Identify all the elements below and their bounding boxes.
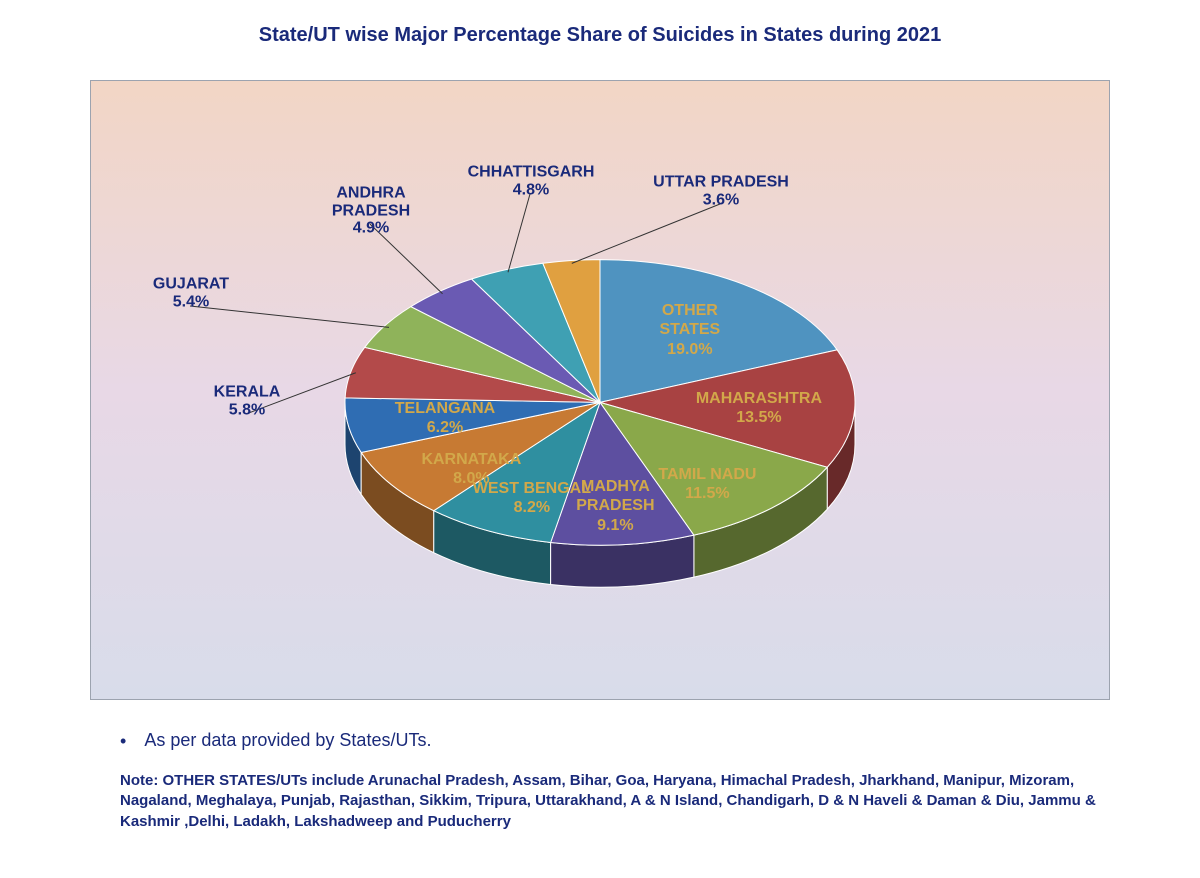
chart-panel: OTHERSTATES19.0%MAHARASHTRA13.5%TAMIL NA… (90, 80, 1110, 700)
footnotes: • As per data provided by States/UTs. No… (120, 730, 1100, 832)
footnote-bullet-text: As per data provided by States/UTs. (144, 730, 431, 751)
leader-line (246, 373, 356, 414)
leader-line (508, 194, 530, 272)
leader-line (572, 204, 720, 263)
pie-container (320, 132, 880, 692)
chart-title: State/UT wise Major Percentage Share of … (0, 0, 1200, 47)
outer-label: GUJARAT5.4% (153, 275, 229, 310)
pie-svg (320, 132, 880, 692)
footnote-bullet-row: • As per data provided by States/UTs. (120, 730, 1100, 751)
leader-line (190, 306, 389, 327)
bullet-icon: • (120, 730, 126, 750)
note-text: Note: OTHER STATES/UTs include Arunachal… (120, 771, 1100, 832)
leader-line (370, 224, 443, 294)
